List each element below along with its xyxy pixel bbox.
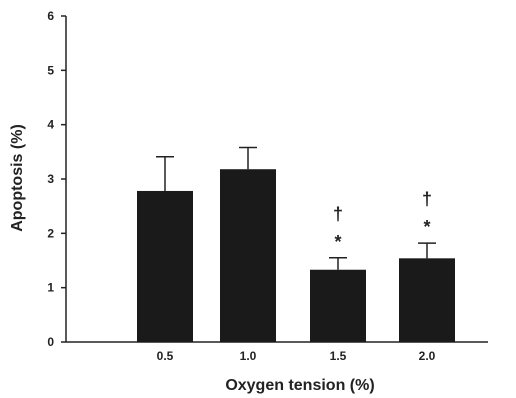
x-tick-label: 1.5 [330, 349, 347, 363]
y-tick-label: 3 [47, 172, 54, 186]
significance-marker: † [422, 189, 432, 209]
significance-marker: * [334, 232, 341, 252]
y-tick-label: 5 [47, 63, 54, 77]
error-bars [156, 146, 436, 270]
x-axis: 0.5 1.0 1.5 2.0 [66, 341, 488, 363]
y-axis: 0 1 2 3 4 5 6 [47, 9, 67, 349]
y-axis-title: Apoptosis (%) [9, 124, 26, 232]
bar [399, 258, 455, 342]
y-tick-label: 4 [47, 118, 54, 132]
bar [137, 190, 193, 342]
y-tick-label: 6 [47, 9, 54, 23]
x-tick-label: 0.5 [157, 349, 174, 363]
bar [220, 169, 276, 342]
x-tick-label: 2.0 [419, 349, 436, 363]
x-axis-title: Oxygen tension (%) [225, 377, 374, 394]
y-tick-label: 1 [47, 281, 54, 295]
bar [310, 269, 366, 342]
bars [137, 169, 455, 342]
significance-marker: † [333, 204, 343, 224]
x-tick-label: 1.0 [240, 349, 257, 363]
annotations: * † * † [333, 189, 432, 252]
significance-marker: * [423, 217, 430, 237]
y-tick-label: 0 [47, 335, 54, 349]
y-tick-label: 2 [47, 226, 54, 240]
